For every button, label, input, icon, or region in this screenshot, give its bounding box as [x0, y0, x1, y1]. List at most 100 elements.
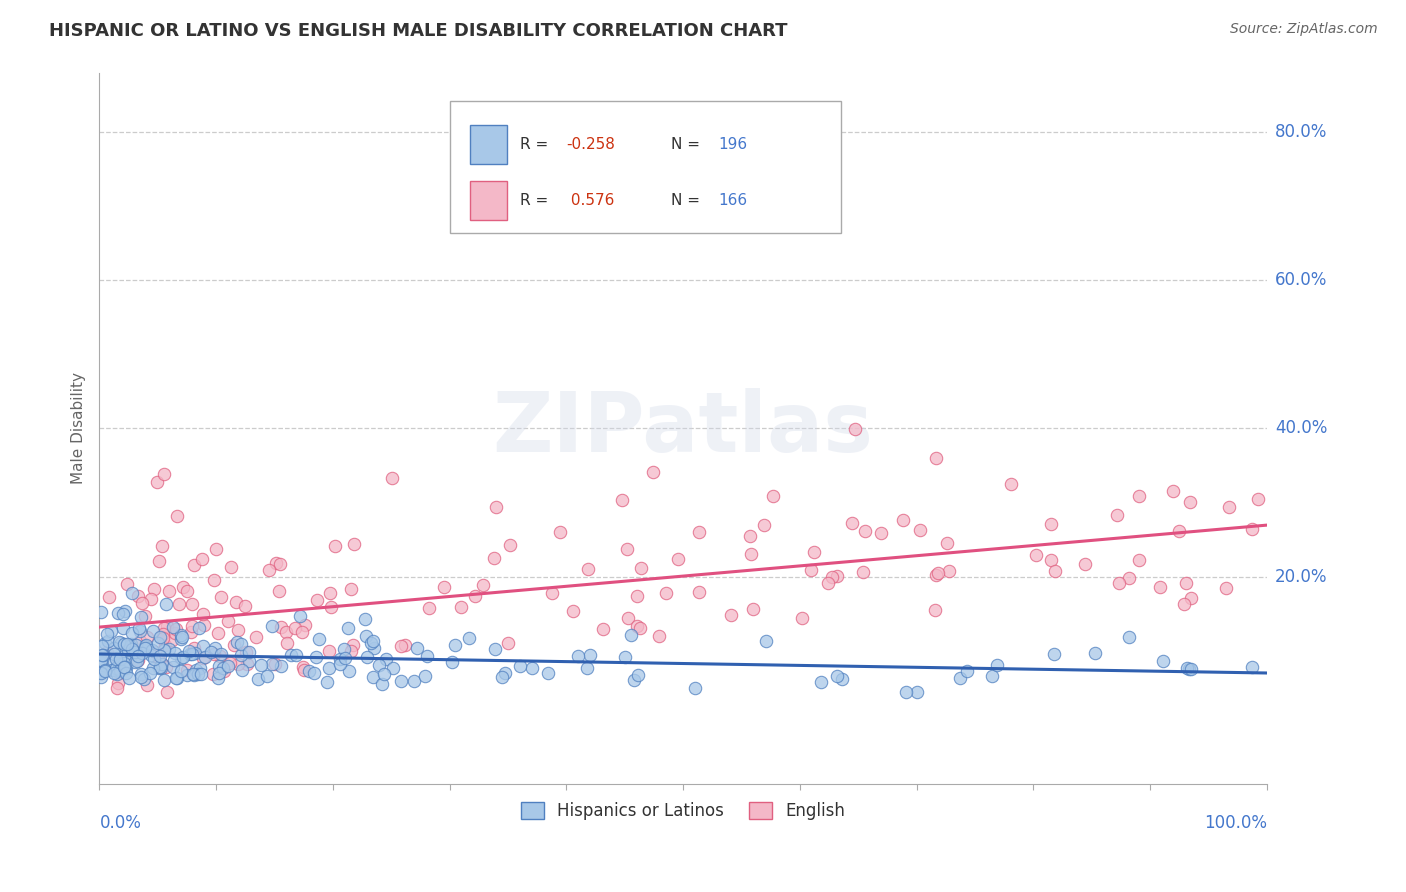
Point: [494, 666, 516, 681]
Point: [142, 624, 165, 638]
Point: [115, 637, 138, 651]
Point: [98, 591, 121, 605]
Point: [207, 671, 229, 685]
Point: [129, 666, 152, 681]
Point: [176, 663, 198, 677]
Text: 20.0%: 20.0%: [1275, 567, 1327, 585]
Point: [233, 599, 256, 614]
Point: [157, 641, 180, 656]
Point: [134, 609, 156, 624]
Point: [219, 559, 242, 574]
Point: [152, 643, 174, 657]
Point: [298, 665, 321, 679]
FancyBboxPatch shape: [470, 125, 508, 163]
Point: [1247, 491, 1270, 506]
Point: [363, 640, 385, 655]
Point: [688, 524, 710, 539]
Point: [143, 652, 166, 666]
Point: [381, 471, 404, 485]
Point: [157, 584, 180, 599]
Point: [191, 650, 214, 665]
Point: [319, 585, 342, 599]
Point: [406, 640, 429, 655]
Point: [1118, 630, 1140, 644]
Point: [1084, 646, 1107, 660]
Point: [207, 625, 229, 640]
Point: [1178, 662, 1201, 676]
Point: [484, 641, 506, 656]
Point: [616, 541, 638, 556]
Point: [94, 664, 117, 678]
Point: [188, 660, 211, 674]
Point: [132, 672, 155, 686]
Point: [181, 647, 204, 661]
Point: [91, 648, 114, 662]
Point: [256, 669, 278, 683]
Point: [1118, 571, 1140, 585]
Text: 0.576: 0.576: [567, 194, 614, 209]
Point: [332, 642, 354, 657]
Point: [413, 669, 436, 683]
Point: [755, 634, 778, 648]
Point: [389, 673, 412, 688]
Text: 40.0%: 40.0%: [1275, 419, 1327, 437]
Point: [1174, 576, 1197, 591]
Point: [112, 657, 135, 671]
Point: [226, 657, 249, 672]
Point: [318, 644, 340, 658]
Point: [457, 632, 479, 646]
Point: [127, 653, 149, 667]
Point: [193, 650, 215, 665]
Point: [623, 673, 645, 688]
Point: [264, 657, 287, 672]
Point: [363, 670, 385, 684]
Point: [402, 673, 425, 688]
Point: [276, 635, 298, 649]
Point: [831, 672, 853, 686]
Point: [762, 490, 785, 504]
Point: [1180, 591, 1202, 605]
Point: [112, 659, 135, 673]
Point: [155, 660, 177, 674]
Point: [136, 631, 159, 645]
Point: [115, 666, 138, 681]
Point: [382, 661, 405, 675]
Point: [491, 670, 513, 684]
Point: [114, 604, 136, 618]
Point: [149, 630, 172, 644]
Point: [176, 583, 198, 598]
Point: [172, 650, 194, 665]
Point: [90, 655, 112, 669]
Point: [152, 626, 174, 640]
Point: [142, 582, 165, 596]
Text: R =: R =: [520, 136, 553, 152]
Point: [389, 639, 412, 653]
Point: [150, 661, 173, 675]
Point: [361, 633, 384, 648]
Point: [1178, 494, 1201, 508]
Point: [125, 654, 148, 668]
Point: [368, 658, 391, 673]
Point: [269, 558, 291, 572]
Point: [1107, 508, 1129, 522]
Point: [270, 658, 292, 673]
Point: [1163, 483, 1185, 498]
Point: [472, 578, 495, 592]
Point: [800, 563, 823, 577]
Point: [741, 602, 763, 616]
Point: [333, 651, 356, 665]
Point: [179, 647, 201, 661]
Point: [108, 657, 131, 671]
Point: [1128, 553, 1150, 567]
Point: [209, 649, 232, 664]
Y-axis label: Male Disability: Male Disability: [72, 373, 86, 484]
Point: [231, 663, 253, 677]
Point: [280, 648, 302, 662]
Point: [165, 672, 187, 686]
Point: [129, 634, 152, 648]
Point: [938, 564, 960, 578]
Point: [356, 630, 378, 644]
Point: [485, 500, 508, 514]
Point: [1218, 500, 1240, 514]
Point: [238, 654, 260, 668]
